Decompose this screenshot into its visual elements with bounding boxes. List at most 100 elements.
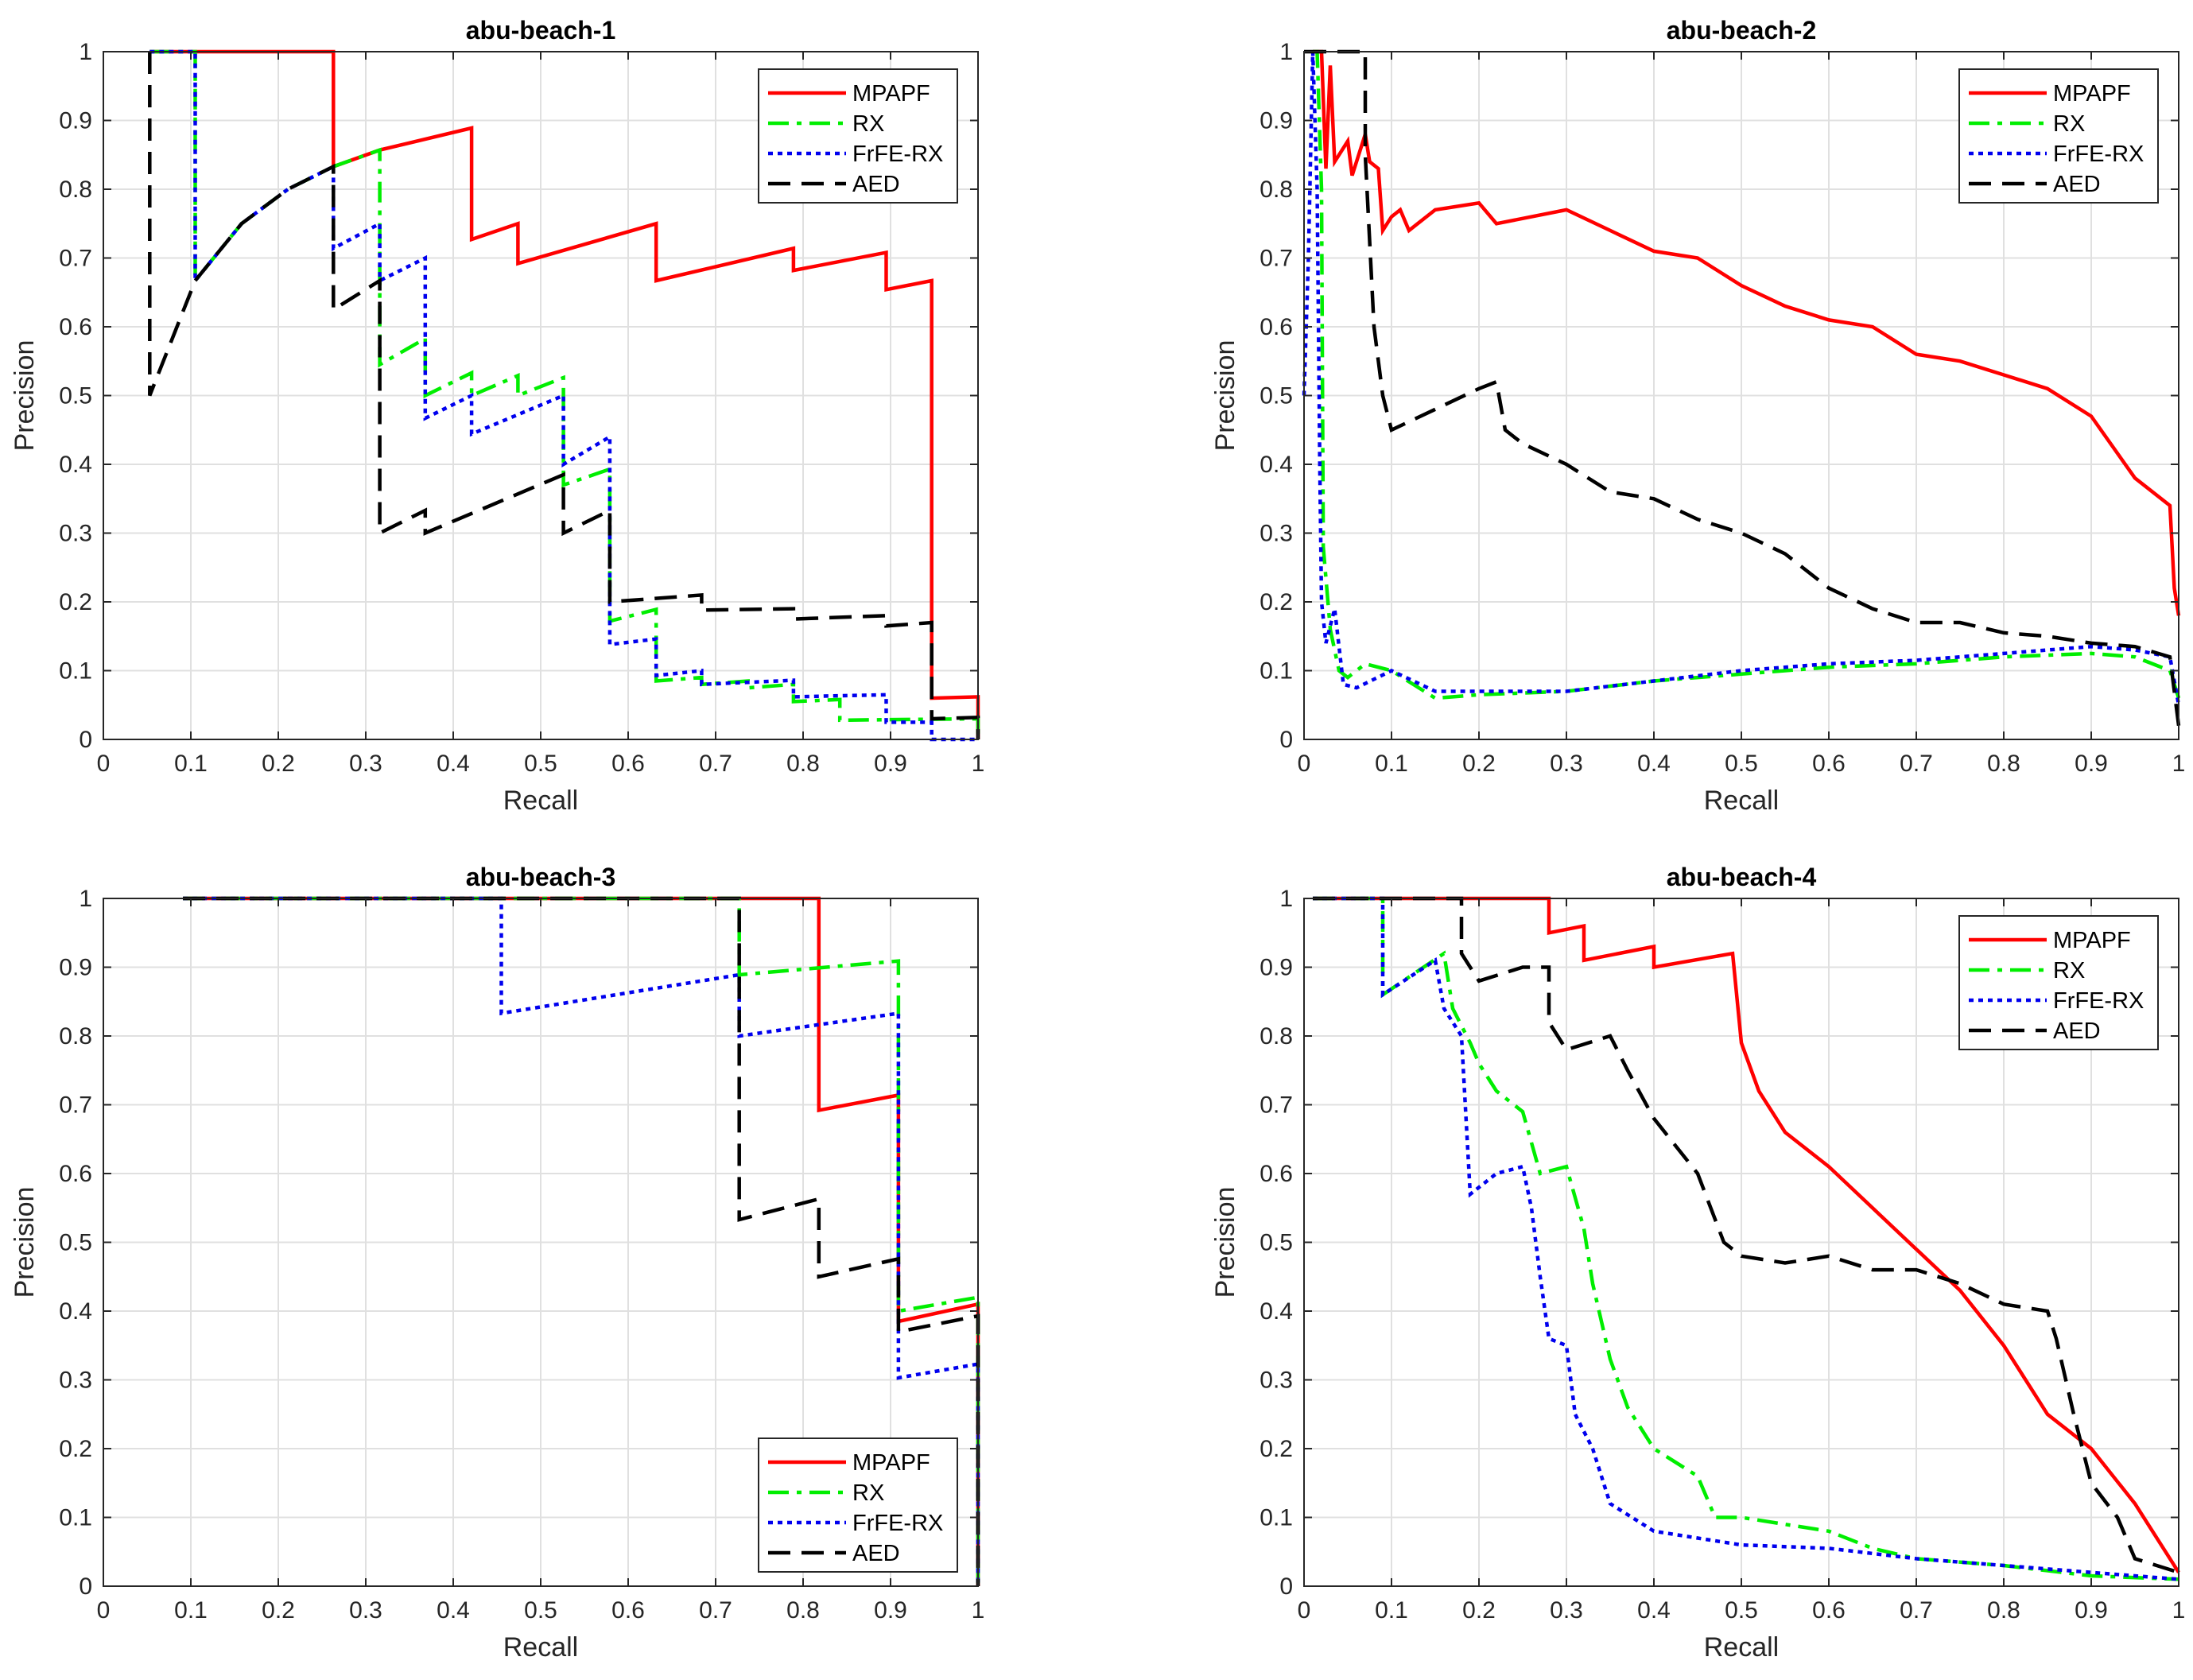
y-tick-label: 0.5 [59, 1230, 92, 1256]
y-tick-label: 0.3 [1260, 521, 1293, 547]
legend-label-rx: RX [852, 1480, 884, 1506]
x-tick-label: 1 [972, 1597, 985, 1624]
series-line-aed [1313, 896, 2179, 1574]
y-tick-label: 0.6 [59, 1161, 92, 1187]
y-tick-label: 0.5 [1260, 1230, 1293, 1256]
y-axis-label: Precision [10, 340, 40, 452]
y-tick-label: 0.2 [1260, 589, 1293, 615]
legend-label-frfe-rx: FrFE-RX [852, 1511, 943, 1536]
y-tick-label: 0.8 [59, 1023, 92, 1050]
x-tick-label: 0.2 [262, 1597, 295, 1624]
series-line-mpapf [1313, 896, 2180, 1573]
y-tick-label: 1 [1279, 39, 1293, 65]
legend-label-frfe-rx: FrFE-RX [2053, 142, 2144, 167]
x-tick-label: 0.1 [1375, 1597, 1408, 1624]
y-tick-label: 1 [1279, 886, 1293, 912]
y-tick-label: 0 [1279, 1573, 1293, 1600]
x-tick-label: 0.9 [874, 751, 907, 777]
series-line-frfe-rx [183, 896, 980, 1586]
series-line-aed [1304, 49, 2181, 726]
x-tick-label: 0.5 [524, 1597, 557, 1624]
chart-3: 0 0.1 0.2 0.3 0.4 0.5 0.6 0.7 0.8 0.9 1 0 0.1 0.2 0.3 0… [10, 863, 984, 1663]
legend-label-rx: RX [2053, 111, 2085, 137]
x-axis-label: Recall [503, 786, 578, 816]
y-tick-label: 0.4 [59, 1298, 92, 1325]
y-tick-label: 0.9 [1260, 955, 1293, 981]
x-tick-label: 0.4 [1637, 1597, 1671, 1624]
y-tick-label: 0 [79, 1573, 92, 1600]
legend-label-rx: RX [852, 111, 884, 137]
y-tick-label: 0.3 [1260, 1368, 1293, 1394]
x-tick-label: 0.3 [1550, 1597, 1583, 1624]
y-axis-label: Precision [10, 1187, 40, 1298]
y-tick-label: 0.8 [59, 177, 92, 203]
legend-label-aed: AED [852, 172, 900, 197]
x-tick-label: 0.5 [524, 751, 557, 777]
y-tick-label: 0.8 [1260, 177, 1293, 203]
chart-title: abu-beach-4 [1667, 863, 1817, 891]
x-tick-label: 0 [97, 751, 111, 777]
x-tick-label: 0.4 [1637, 751, 1671, 777]
x-tick-label: 0.6 [611, 1597, 645, 1624]
series-line-mpapf [1313, 49, 2181, 616]
series-line-frfe-rx [1313, 896, 2179, 1581]
legend-label-aed: AED [2053, 172, 2101, 197]
y-tick-label: 0.9 [1260, 108, 1293, 134]
x-tick-label: 0.9 [2075, 1597, 2108, 1624]
x-tick-label: 0.3 [349, 1597, 382, 1624]
chart-2: 0 0.1 0.2 0.3 0.4 0.5 0.6 0.7 0.8 0.9 1 0 0.1 0.2 0.3 0… [1210, 16, 2185, 816]
y-tick-label: 0.7 [59, 246, 92, 272]
legend-label-mpapf: MPAPF [852, 81, 930, 107]
y-axis-label: Precision [1210, 1187, 1240, 1298]
x-axis-label: Recall [503, 1632, 578, 1663]
x-tick-label: 0.1 [1375, 751, 1408, 777]
x-tick-label: 0.6 [611, 751, 645, 777]
chart-title: abu-beach-2 [1667, 16, 1816, 45]
x-tick-label: 0.8 [786, 1597, 820, 1624]
y-tick-label: 0.4 [59, 452, 92, 478]
y-tick-label: 0.3 [59, 1368, 92, 1394]
chart-title: abu-beach-3 [466, 863, 615, 891]
chart-4: 0 0.1 0.2 0.3 0.4 0.5 0.6 0.7 0.8 0.9 1 0 0.1 0.2 0.3 0… [1210, 863, 2185, 1663]
y-tick-label: 0.7 [1260, 1092, 1293, 1119]
y-tick-label: 0.3 [59, 521, 92, 547]
y-tick-label: 0.4 [1260, 452, 1293, 478]
series-line-rx [149, 49, 980, 739]
y-tick-label: 1 [79, 39, 92, 65]
x-tick-label: 0.2 [262, 751, 295, 777]
x-axis-label: Recall [1704, 786, 1779, 816]
legend-label-mpapf: MPAPF [2053, 81, 2131, 107]
series-line-aed [183, 896, 980, 1586]
x-tick-label: 1 [972, 751, 985, 777]
y-tick-label: 0.7 [1260, 246, 1293, 272]
y-tick-label: 1 [79, 886, 92, 912]
series-line-frfe-rx [149, 49, 978, 742]
legend-label-mpapf: MPAPF [2053, 928, 2131, 953]
x-tick-label: 0.1 [174, 1597, 208, 1624]
y-tick-label: 0.2 [59, 589, 92, 615]
x-tick-label: 0.9 [874, 1597, 907, 1624]
y-tick-label: 0.6 [59, 314, 92, 340]
x-tick-label: 0.8 [1987, 1597, 2020, 1624]
y-tick-label: 0.9 [59, 955, 92, 981]
x-tick-label: 0.5 [1725, 1597, 1758, 1624]
series-line-rx [1313, 49, 2181, 700]
x-tick-label: 0.7 [699, 751, 732, 777]
y-tick-label: 0.2 [59, 1436, 92, 1462]
x-tick-label: 0.4 [437, 751, 470, 777]
x-tick-label: 0 [97, 1597, 111, 1624]
legend-label-frfe-rx: FrFE-RX [852, 142, 943, 167]
y-tick-label: 0.5 [1260, 383, 1293, 409]
legend-label-rx: RX [2053, 958, 2085, 984]
chart-1: 0 0.1 0.2 0.3 0.4 0.5 0.6 0.7 0.8 0.9 1 0 0.1 0.2 0.3 0… [10, 16, 984, 816]
legend-label-frfe-rx: FrFE-RX [2053, 988, 2144, 1014]
x-tick-label: 0 [1298, 1597, 1311, 1624]
x-tick-label: 0.3 [1550, 751, 1583, 777]
x-tick-label: 0.6 [1812, 1597, 1846, 1624]
x-tick-label: 0.7 [699, 1597, 732, 1624]
y-tick-label: 0.6 [1260, 314, 1293, 340]
x-tick-label: 0.6 [1812, 751, 1846, 777]
x-tick-label: 1 [2172, 1597, 2186, 1624]
x-axis-label: Recall [1704, 1632, 1779, 1663]
legend: MPAPF RX FrFE-RX AED [758, 1438, 958, 1573]
